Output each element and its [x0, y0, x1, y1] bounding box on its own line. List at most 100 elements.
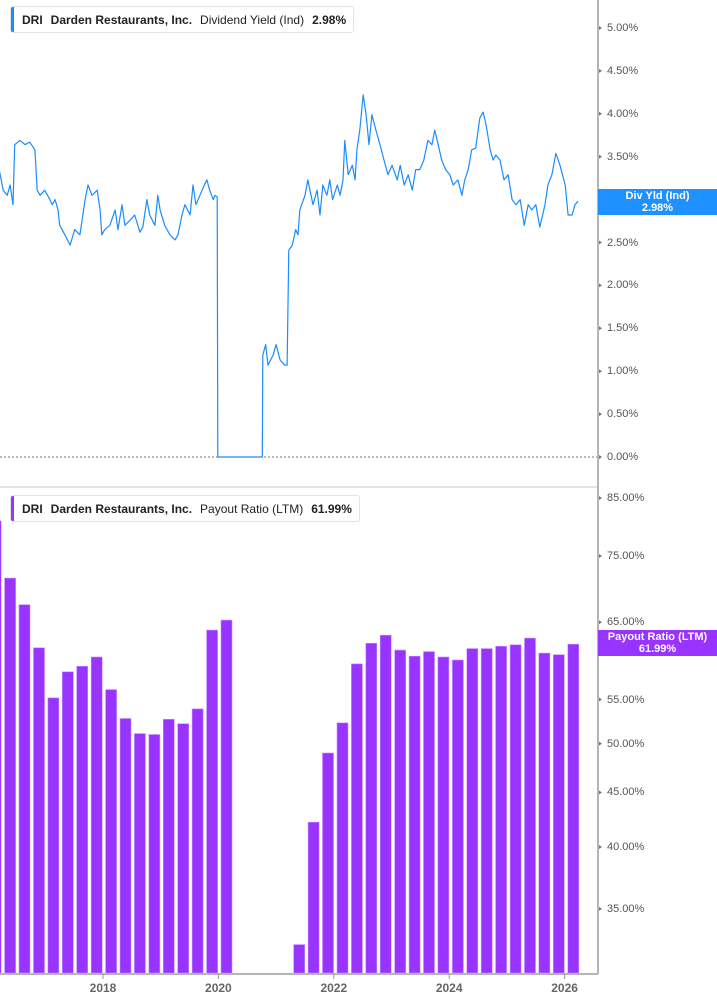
y-tick-mark [599, 240, 602, 245]
payout-bar [567, 643, 580, 974]
series-color-swatch [11, 7, 14, 32]
payout-bar [134, 733, 146, 974]
y-tick-label: 3.50% [607, 150, 639, 163]
payout-bar [163, 718, 175, 974]
payout-bar [336, 722, 349, 974]
payout-bars [0, 520, 580, 974]
payout-bar [105, 689, 117, 974]
flag-label: Payout Ratio (LTM) [607, 631, 708, 643]
y-tick-label: 5.00% [607, 22, 639, 34]
y-tick-label: 4.00% [607, 107, 639, 120]
y-tick-label: 1.50% [607, 322, 639, 335]
payout-bar [437, 656, 450, 974]
y-tick-mark [599, 790, 602, 795]
payout-bar [509, 644, 522, 974]
payout-bar [466, 648, 479, 974]
y-tick-mark [599, 455, 602, 459]
payout-bar [480, 648, 493, 974]
payout-bar [293, 944, 306, 974]
y-tick-label: 65.00% [607, 616, 645, 629]
y-tick-mark [599, 68, 602, 73]
y-tick-mark [599, 741, 602, 746]
y-tick-mark [599, 111, 602, 116]
payout-bar [322, 752, 334, 974]
legend-value: 2.98% [312, 12, 347, 27]
legend-metric: Payout Ratio (LTM) [200, 501, 304, 516]
y-tick-label: 4.50% [607, 64, 639, 77]
y-tick-mark [599, 154, 602, 159]
payout-bar [394, 649, 407, 974]
y-tick-label: 35.00% [607, 902, 645, 915]
legend-company: Darden Restaurants, Inc. [50, 12, 193, 27]
legend-company: Darden Restaurants, Inc. [50, 501, 193, 516]
y-tick-mark [599, 369, 602, 374]
flag-value: 2.98% [641, 202, 674, 214]
dividend-yield-line [0, 94, 579, 458]
y-tick-mark [599, 697, 602, 702]
y-tick-mark [599, 326, 602, 331]
payout-bar [495, 645, 507, 974]
x-tick-label: 2022 [320, 981, 348, 995]
y-tick-label: 40.00% [607, 840, 645, 853]
payout-bar [4, 577, 16, 974]
y-tick-mark [599, 553, 602, 558]
y-tick-label: 45.00% [607, 786, 645, 799]
payout-bar [423, 651, 435, 974]
payout-bar [119, 718, 132, 974]
y-tick-label: 50.00% [607, 737, 645, 750]
payout-bar [408, 655, 421, 974]
payout-bar [0, 520, 2, 974]
payout-bar [379, 634, 392, 974]
legend-value: 61.99% [311, 501, 352, 516]
y-tick-mark [599, 283, 602, 288]
payout-bar [206, 629, 218, 974]
y-tick-label: 55.00% [607, 693, 645, 706]
payout-ratio-value-flag: Payout Ratio (LTM) 61.99% [598, 630, 717, 656]
y-tick-label: 2.00% [607, 279, 639, 292]
y-tick-mark [599, 412, 602, 417]
y-tick-mark [599, 496, 602, 500]
payout-bar [177, 723, 189, 974]
legend-ticker: DRI [22, 501, 43, 516]
series-color-swatch [11, 496, 14, 521]
payout-bar [452, 659, 464, 974]
legend-ticker: DRI [22, 12, 43, 27]
payout-bar [365, 642, 378, 974]
y-tick-label: 0.50% [607, 408, 639, 421]
axis-ticks [102, 26, 602, 979]
x-tick-label: 2018 [89, 981, 117, 995]
payout-bar [148, 734, 161, 974]
payout-bar [33, 647, 45, 974]
x-tick-label: 2024 [435, 981, 463, 995]
payout-bar [552, 654, 565, 974]
payout-bar [351, 663, 363, 974]
payout-bar [61, 671, 74, 974]
y-tick-label: 0.00% [607, 451, 639, 463]
payout-bar [538, 652, 551, 974]
payout-ratio-legend[interactable]: DRI Darden Restaurants, Inc. Payout Rati… [10, 495, 360, 522]
payout-bar [191, 708, 204, 974]
y-tick-label: 85.00% [607, 492, 645, 504]
y-tick-mark [599, 26, 602, 30]
payout-bar [76, 665, 88, 974]
y-tick-mark [599, 620, 602, 625]
y-tick-label: 1.00% [607, 365, 639, 378]
y-tick-mark [599, 906, 602, 911]
flag-label: Div Yld (Ind) [625, 190, 690, 202]
payout-bar [90, 656, 103, 974]
payout-bar [47, 697, 60, 974]
x-tick-label: 2020 [205, 981, 232, 995]
payout-bar [307, 821, 320, 974]
dividend-yield-value-flag: Div Yld (Ind) 2.98% [598, 189, 717, 215]
y-tick-mark [599, 844, 602, 849]
flag-value: 61.99% [638, 643, 677, 655]
legend-metric: Dividend Yield (Ind) [200, 12, 305, 27]
dividend-yield-legend[interactable]: DRI Darden Restaurants, Inc. Dividend Yi… [10, 6, 355, 33]
y-tick-label: 2.50% [607, 236, 639, 249]
payout-bar [220, 619, 233, 974]
x-tick-label: 2026 [551, 981, 578, 995]
payout-bar [18, 604, 31, 974]
y-tick-label: 75.00% [607, 549, 645, 562]
payout-bar [524, 637, 536, 974]
